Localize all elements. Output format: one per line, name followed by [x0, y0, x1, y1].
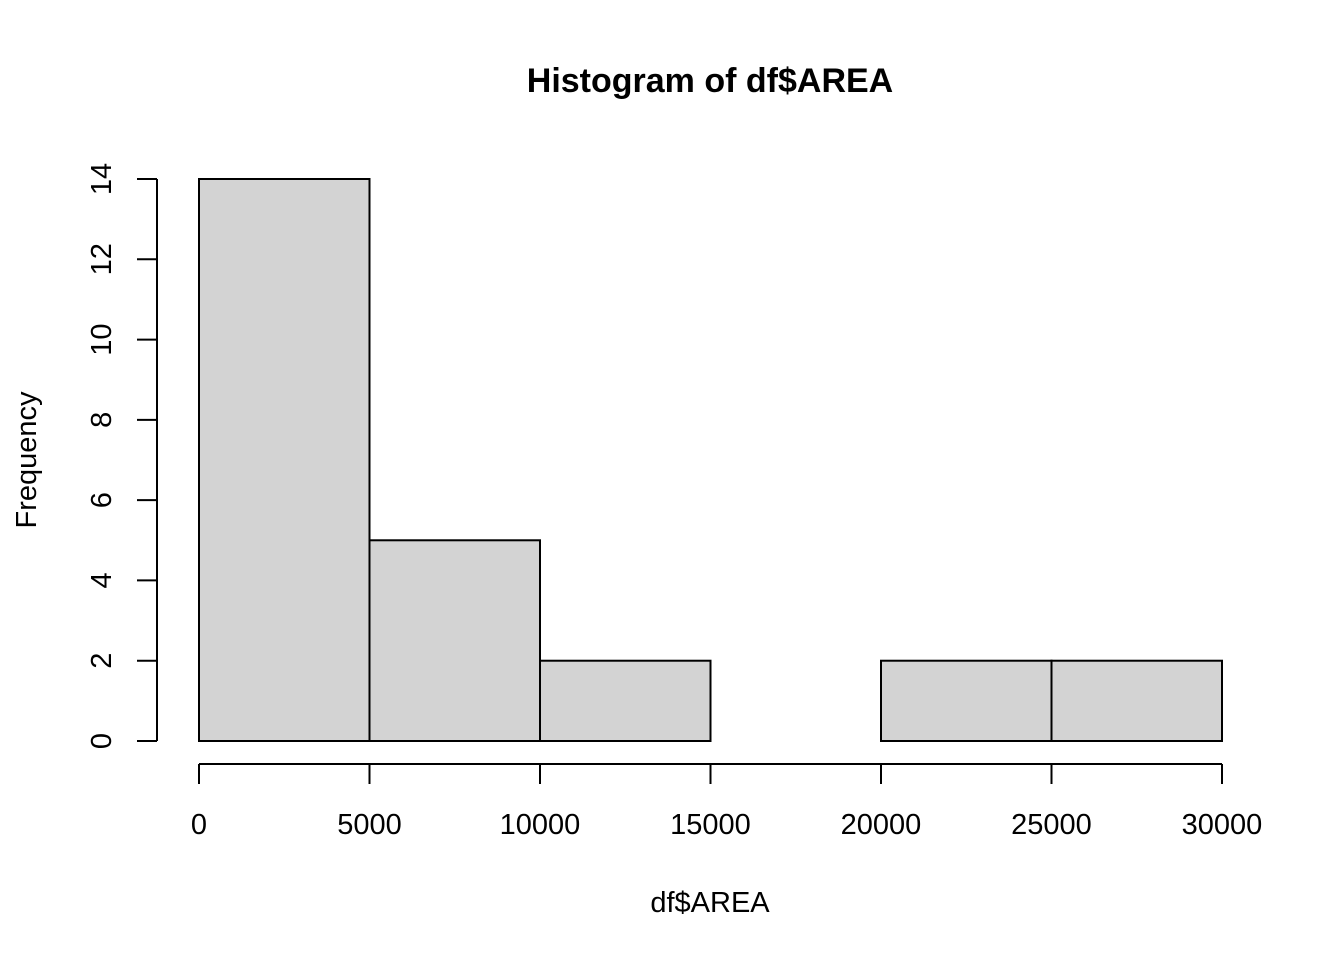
- histogram-bar-4: [880, 659, 1053, 743]
- y-tick-label-7: 14: [86, 163, 118, 195]
- x-tick-label-1: 5000: [337, 809, 402, 841]
- histogram-bar-5: [1050, 659, 1223, 743]
- histogram-bar-2: [539, 659, 712, 743]
- y-tick-label-0: 0: [86, 733, 118, 749]
- x-tick-label-2: 10000: [500, 809, 581, 841]
- y-tick-label-2: 4: [86, 572, 118, 588]
- y-tick-label-6: 12: [86, 243, 118, 275]
- x-tick-label-6: 30000: [1182, 809, 1263, 841]
- x-tick-label-5: 25000: [1011, 809, 1092, 841]
- y-axis: 0 2 4 6 8 10 12 14: [86, 163, 158, 749]
- y-axis-label: Frequency: [11, 391, 43, 529]
- histogram-bar-0: [198, 178, 371, 742]
- x-axis: 0 5000 10000 15000 20000 25000 30000: [191, 763, 1263, 841]
- x-tick-label-0: 0: [191, 809, 207, 841]
- y-tick-label-3: 6: [86, 492, 118, 508]
- x-tick-label-3: 15000: [670, 809, 751, 841]
- histogram-bar-1: [368, 539, 541, 742]
- x-axis-label: df$AREA: [650, 887, 770, 919]
- y-tick-label-5: 10: [86, 323, 118, 355]
- y-tick-label-4: 8: [86, 412, 118, 428]
- bars-group: [198, 178, 1223, 743]
- y-tick-label-1: 2: [86, 653, 118, 669]
- x-tick-label-4: 20000: [841, 809, 922, 841]
- chart-title: Histogram of df$AREA: [527, 62, 893, 100]
